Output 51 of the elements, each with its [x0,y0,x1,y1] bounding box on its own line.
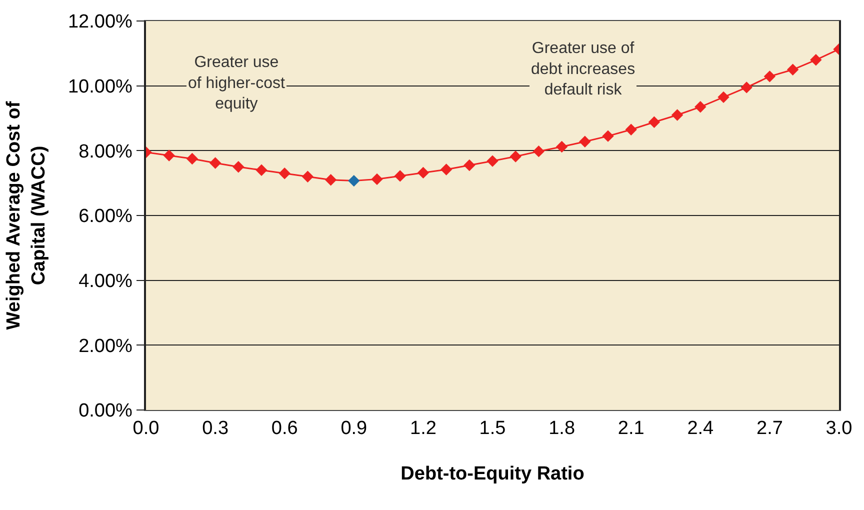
x-tick-label: 0.3 [202,418,229,439]
point [256,164,268,176]
point [464,159,476,172]
point [556,140,568,153]
x-tick-label: 0.6 [271,418,298,439]
point [532,145,545,158]
y-tick-label: 0.00% [78,400,133,422]
point [278,168,290,180]
point [417,166,430,179]
x-tick-label: 0.0 [132,418,160,439]
point [786,64,799,76]
point [209,157,222,169]
point [579,136,591,148]
x-tick-label: 1.5 [479,418,506,439]
point [232,161,244,173]
annotation: Greater use of debt increases default risk [531,40,636,99]
y-tick-label: 12.00% [68,12,133,33]
point [764,70,776,82]
y-axis-title: Weighed Average Cost of Capital (WACC) [4,100,50,330]
point [163,150,175,162]
point [740,82,752,94]
point [302,170,314,182]
point [648,116,660,128]
point [810,54,822,66]
point [694,101,706,113]
x-tick-label: 3.0 [826,418,852,439]
x-tick-label: 1.8 [548,418,576,439]
point [718,91,730,104]
x-tick-label: 2.7 [756,418,783,439]
point [602,130,614,142]
x-tick-label: 2.4 [687,418,714,439]
y-tick-label: 8.00% [78,141,133,162]
point [510,150,522,162]
point [440,164,452,176]
x-tick-label: 1.2 [410,418,436,439]
y-tick-label: 6.00% [78,206,133,228]
x-tick-label: 0.9 [340,418,368,439]
point [394,170,406,182]
point [625,124,637,136]
point [348,174,360,187]
y-tick-label: 4.00% [78,270,133,292]
annotation: Greater use of higher-cost equity [188,54,286,113]
point [671,109,684,121]
x-tick-label: 2.1 [618,418,644,439]
point [324,174,337,186]
point [486,155,498,167]
point [371,173,383,186]
y-tick-label: 10.00% [68,76,133,98]
point [186,152,198,165]
x-axis-title: Debt-to-Equity Ratio [400,464,584,485]
y-tick-label: 2.00% [78,336,133,357]
